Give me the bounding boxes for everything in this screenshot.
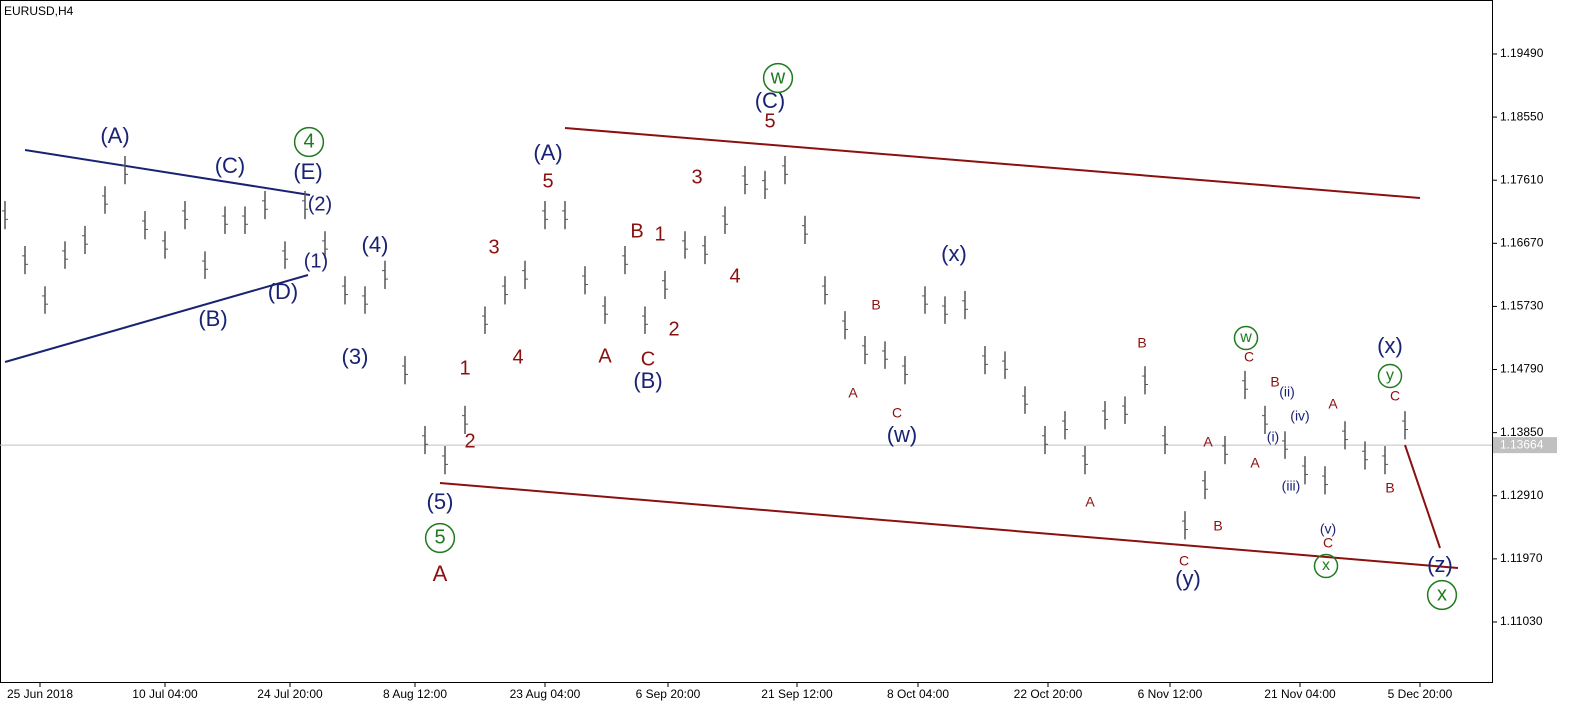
wave-label: (v) xyxy=(1320,521,1336,537)
wave-label: B xyxy=(1137,335,1146,351)
x-tick-label: 22 Oct 20:00 xyxy=(1014,687,1083,701)
x-tick-label: 6 Nov 12:00 xyxy=(1138,687,1203,701)
y-tick-label: 1.18550 xyxy=(1500,109,1544,123)
x-tick-label: 21 Nov 04:00 xyxy=(1264,687,1336,701)
wave-label: A xyxy=(848,385,858,401)
y-tick-label: 1.15730 xyxy=(1500,299,1544,313)
wave-label: A xyxy=(598,345,612,367)
y-tick-label: 1.11970 xyxy=(1500,551,1543,565)
x-tick-label: 21 Sep 12:00 xyxy=(761,687,833,701)
y-tick-label: 1.14790 xyxy=(1500,362,1544,376)
wave-label: C xyxy=(1390,388,1400,404)
channel-line xyxy=(439,482,1459,569)
wave-label: 4 xyxy=(303,130,314,152)
wave-label: y xyxy=(1386,367,1394,384)
wave-label: 1 xyxy=(459,357,470,379)
wave-label: (5) xyxy=(427,489,454,514)
trend-line xyxy=(24,149,311,196)
trend-line xyxy=(4,274,309,363)
plot-frame xyxy=(0,0,1493,683)
x-tick-label: 8 Aug 12:00 xyxy=(383,687,447,701)
wave-label: 4 xyxy=(729,265,740,287)
wave-label: w xyxy=(1239,329,1252,346)
wave-label: A xyxy=(1203,434,1213,450)
wave-label: A xyxy=(433,561,448,586)
chart-title: EURUSD,H4 xyxy=(4,4,74,18)
x-tick-label: 10 Jul 04:00 xyxy=(132,687,198,701)
wave-label: B xyxy=(1385,480,1394,496)
y-tick-label: 1.13850 xyxy=(1500,425,1544,439)
wave-circle xyxy=(1426,579,1458,611)
wave-label: (y) xyxy=(1175,566,1201,591)
wave-label: (i) xyxy=(1267,429,1279,445)
wave-label: C xyxy=(1244,349,1254,365)
wave-label: 1 xyxy=(654,223,665,245)
y-tick-label: 1.11030 xyxy=(1500,614,1543,628)
wave-label: x xyxy=(1322,557,1330,574)
wave-label: C xyxy=(641,348,655,370)
wave-label: (iv) xyxy=(1290,408,1309,424)
wave-label: 2 xyxy=(464,430,475,452)
wave-label: (w) xyxy=(887,422,918,447)
wave-label: w xyxy=(770,66,786,88)
channel-line xyxy=(564,127,1421,199)
y-tick-label: 1.19490 xyxy=(1500,46,1544,60)
wave-label: (B) xyxy=(198,306,227,331)
wave-label: (A) xyxy=(533,140,562,165)
price-box xyxy=(1493,437,1557,454)
wave-label: (4) xyxy=(362,232,389,257)
wave-circle xyxy=(1377,363,1403,389)
wave-label: 5 xyxy=(764,110,775,132)
wave-label: x xyxy=(1437,583,1447,605)
wave-label: (x) xyxy=(941,241,967,266)
wave-label: (ii) xyxy=(1279,384,1295,400)
wave-circle xyxy=(1233,325,1259,351)
wave-circle xyxy=(1313,553,1339,579)
wave-label: (iii) xyxy=(1282,478,1301,494)
x-tick-label: 8 Oct 04:00 xyxy=(887,687,949,701)
wave-label: B xyxy=(1213,518,1222,534)
x-tick-label: 24 Jul 20:00 xyxy=(257,687,323,701)
wave-label: 2 xyxy=(668,318,679,340)
wave-circle xyxy=(762,62,794,94)
wave-label: 4 xyxy=(512,346,523,368)
wave-label: (D) xyxy=(268,279,299,304)
wave-label: (3) xyxy=(342,344,369,369)
wave-label: C xyxy=(892,405,902,421)
price-label: 1.13664 xyxy=(1500,437,1544,451)
wave-label: A xyxy=(1250,455,1260,471)
wave-label: 5 xyxy=(542,170,553,192)
wave-label: C xyxy=(1323,535,1333,551)
wave-label: 3 xyxy=(488,236,499,258)
x-tick-label: 6 Sep 20:00 xyxy=(636,687,701,701)
wave-circle xyxy=(293,126,325,158)
x-tick-label: 5 Dec 20:00 xyxy=(1388,687,1453,701)
x-tick-label: 25 Jun 2018 xyxy=(7,687,73,701)
wave-label: C xyxy=(1179,553,1189,569)
forecast-line xyxy=(1404,444,1441,549)
wave-label: 5 xyxy=(434,526,445,548)
wave-label: (2) xyxy=(308,193,332,215)
wave-circle xyxy=(424,522,456,554)
wave-label: B xyxy=(1270,374,1279,390)
wave-label: A xyxy=(1328,396,1338,412)
x-tick-label: 23 Aug 04:00 xyxy=(510,687,581,701)
wave-label: B xyxy=(630,220,643,242)
wave-label: (z) xyxy=(1427,552,1453,577)
wave-label: 3 xyxy=(691,166,702,188)
y-tick-label: 1.17610 xyxy=(1500,172,1544,186)
y-tick-label: 1.12910 xyxy=(1500,488,1544,502)
wave-label: B xyxy=(871,297,880,313)
wave-label: (E) xyxy=(293,159,322,184)
wave-label: A xyxy=(1085,494,1095,510)
wave-label: (A) xyxy=(100,123,129,148)
wave-label: (x) xyxy=(1377,333,1403,358)
y-tick-label: 1.16670 xyxy=(1500,235,1544,249)
wave-label: (1) xyxy=(304,250,328,272)
wave-label: (B) xyxy=(633,368,662,393)
wave-label: (C) xyxy=(215,153,246,178)
